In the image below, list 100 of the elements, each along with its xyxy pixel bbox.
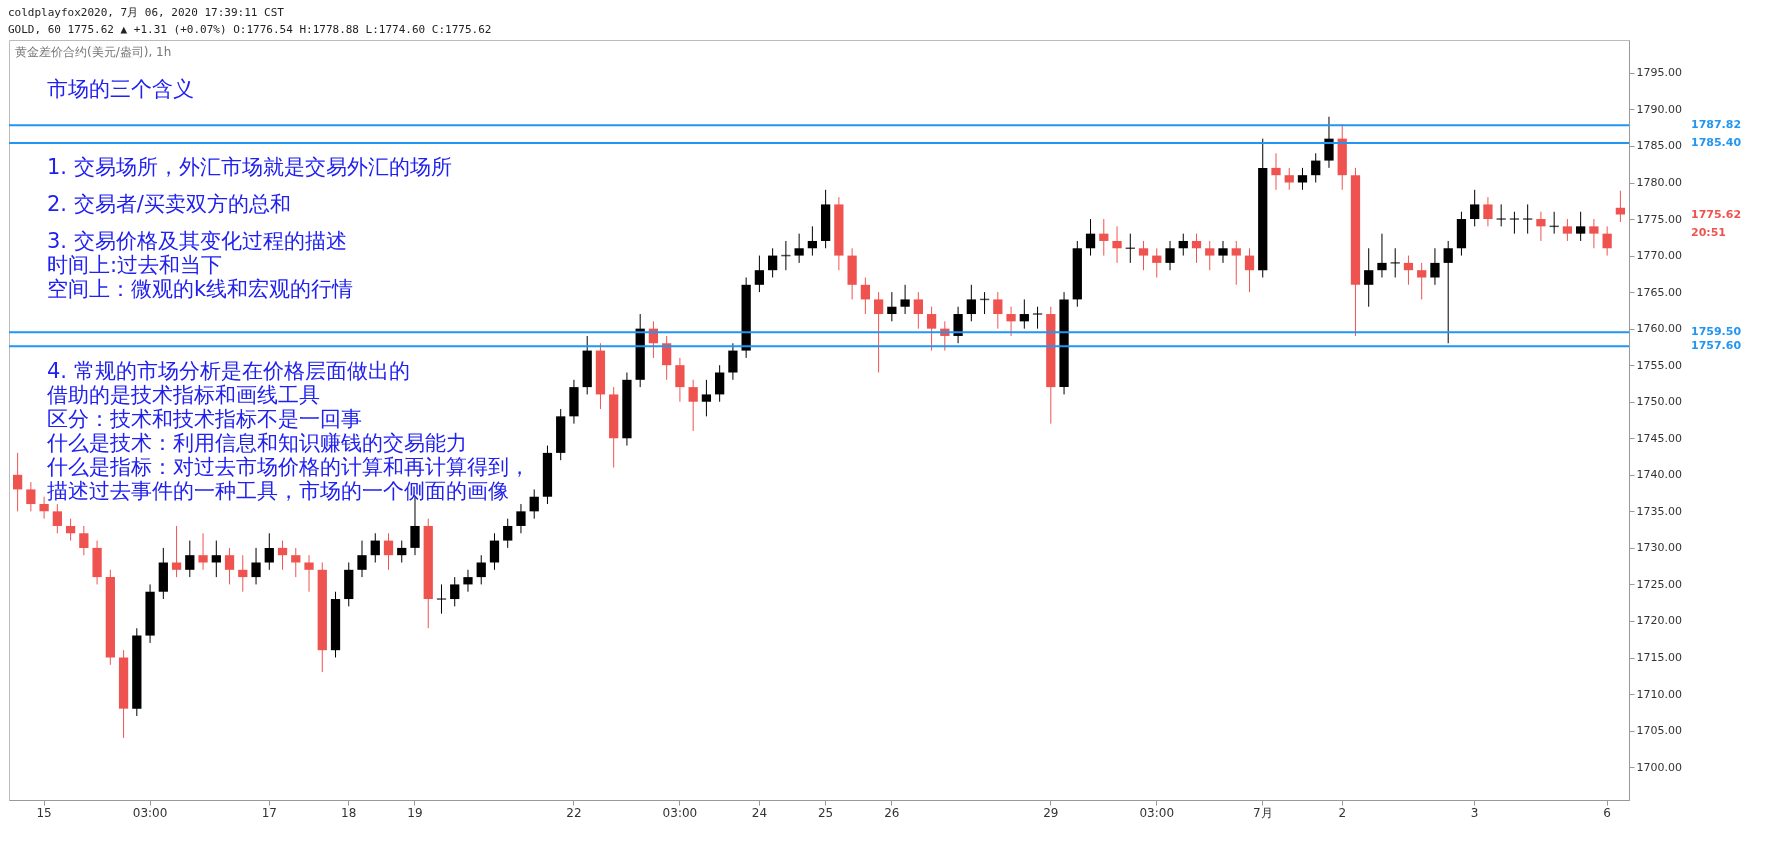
candlestick [264,532,274,571]
y-tick-label: 1780.00 [1636,176,1682,189]
candlestick [198,532,208,571]
candlestick [26,481,36,512]
x-tick-label: 29 [1043,805,1059,820]
candlestick [1430,247,1440,286]
x-tick-label: 18 [341,805,357,820]
y-tick-label: 1740.00 [1636,468,1682,482]
candlestick [1006,306,1016,337]
candlestick [1496,203,1506,227]
x-tick-label: 17 [261,805,277,820]
annotation: 2. 交易者/买卖双方的总和 [47,192,291,216]
candlestick [1138,240,1149,271]
candlestick [701,379,712,417]
y-tick-label: 1715.00 [1636,651,1682,664]
candlestick [1417,262,1427,300]
candlestick [1311,152,1321,183]
text: coldplayfox2020, 7月 06, 2020 17:39:11 CST [8,5,285,21]
candlestick [794,233,804,264]
y-tick-label: 1750.00 [1636,395,1682,409]
y-tick-label: 1735.00 [1636,504,1682,518]
ref-line-label: 1787.82 [1691,118,1742,132]
annotation: 区分：技术和技术指标不是一回事 [47,407,362,431]
candlestick [1112,225,1122,264]
candlestick [926,306,937,352]
x-tick-label: 26 [884,805,900,820]
chart-title: 黄金差价合约(美元/盎司), 1h [15,45,172,59]
candlestick [489,532,500,571]
candlestick [966,284,976,322]
y-tick-label: 1795.00 [1636,66,1682,80]
candlestick [913,291,923,330]
candlestick [887,291,897,322]
x-tick-label: 03:00 [132,805,168,820]
y-tick-label: 1760.00 [1636,322,1682,336]
candlestick [1205,240,1215,271]
text: 20:51 [1691,225,1727,239]
candlestick [1019,298,1029,330]
candlestick [1562,218,1573,242]
candlestick [79,525,89,556]
candlestick [873,291,884,373]
ref-line-label: 1759.50 [1691,325,1742,339]
candlestick [1536,211,1546,242]
candlestick [1589,218,1599,249]
candlestick [1297,167,1308,191]
candlestick [291,547,301,578]
candlestick [1085,218,1096,257]
candlestick [171,525,182,578]
annotation: 描述过去事件的一种工具，市场的一个侧面的画像 [47,479,509,503]
candlestick [12,452,23,512]
candlestick [860,277,870,315]
x-tick-label: 6 [1603,805,1611,820]
candlestick [993,291,1003,330]
candlestick [224,547,235,585]
candlestick [185,540,195,578]
candlestick [768,247,778,278]
annotation: 什么是技术：利用信息和知识赚钱的交易能力 [46,431,467,455]
candlestick [1218,240,1228,264]
candlestick [1032,306,1043,330]
chart-subtitle: GOLD, 60 1775.62 ▲ +1.31 (+0.07%) O:1776.54 H:1778.88 L:1774.60 C:1775.62 [8,22,493,38]
candlestick [688,379,698,432]
candlestick [1099,218,1109,257]
candlestick [1390,247,1400,278]
x-tick-label: 03:00 [662,805,698,820]
candlestick [1364,247,1374,308]
candlestick [1178,233,1188,257]
candlestick [1191,233,1202,264]
candlestick [1165,240,1175,271]
candlestick [1615,190,1626,223]
y-tick-label: 1790.00 [1636,102,1682,116]
candlestick [1231,240,1241,286]
candlestick [715,364,725,403]
annotation: 市场的三个含义 [47,77,194,101]
candlestick [1244,247,1255,293]
candlestick [1509,211,1520,235]
candlestick [304,554,314,593]
y-tick-label: 1745.00 [1636,431,1682,445]
candlestick [436,583,447,615]
x-tick-label: 3 [1470,805,1479,820]
candlestick [383,532,394,571]
candlestick [1483,196,1493,227]
candlestick [65,518,76,542]
x-tick-label: 15 [36,805,52,820]
x-tick-label: 22 [566,805,582,820]
x-tick-label: 2 [1338,805,1347,820]
y-tick-label: 1765.00 [1636,285,1682,299]
text: 1775.62 [1691,207,1742,221]
candlestick [1271,152,1281,191]
candlestick [450,576,460,607]
candlestick [900,284,910,315]
candlestick [1576,211,1586,242]
y-tick-label: 1705.00 [1636,724,1682,738]
candlestick [503,518,513,549]
candlestick [529,488,539,520]
candlestick [675,357,685,403]
annotation: 3. 交易价格及其变化过程的描述 [47,229,347,253]
candlestick [476,554,486,585]
candlestick [754,255,765,293]
candlestick [397,540,407,563]
candlestick [1602,225,1612,257]
y-tick-label: 1770.00 [1636,249,1682,263]
